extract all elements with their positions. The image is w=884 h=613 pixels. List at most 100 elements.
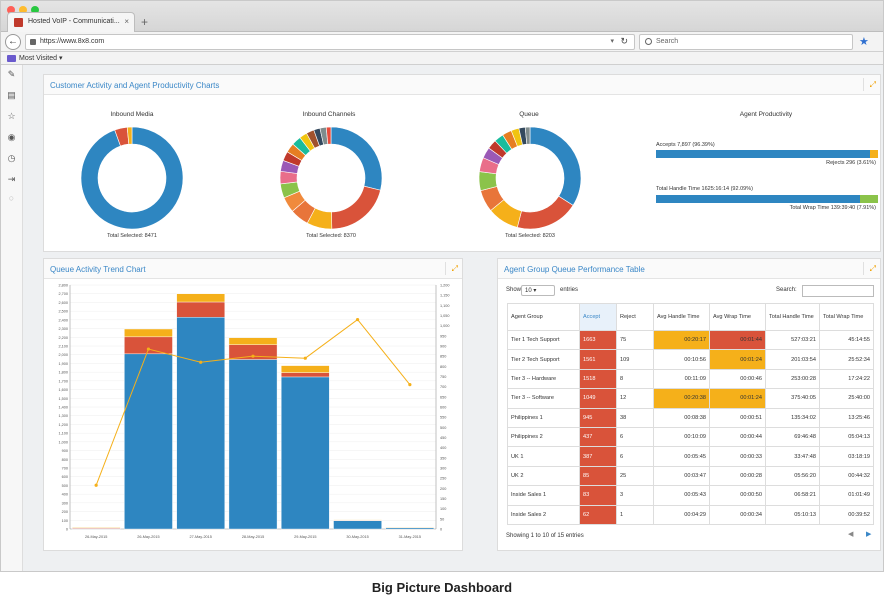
table-row[interactable]: Inside Sales 2 62 1 00:04:29 00:00:34 05:10:1… <box>507 504 874 525</box>
queue-trend-panel: Queue Activity Trend Chart ⤢ 0 100 200 300 4… <box>43 258 463 551</box>
bar-segment[interactable] <box>228 337 278 345</box>
bar-segment[interactable] <box>124 353 173 530</box>
column-header[interactable]: Total Handle Time <box>765 303 820 331</box>
y-tick-left: 1,800 <box>58 371 68 375</box>
bar-segment[interactable] <box>333 519 382 521</box>
donut-slice[interactable] <box>524 126 531 145</box>
expand-icon[interactable]: ⤢ <box>445 262 458 275</box>
back-arrow-icon[interactable]: ← <box>5 34 21 50</box>
bar-segment[interactable] <box>176 317 225 530</box>
table-cell: 00:20:17 <box>653 329 710 351</box>
bar-segment[interactable] <box>124 328 173 338</box>
x-tick-label: 28-May-2015 <box>242 535 264 539</box>
bar-segment[interactable] <box>281 365 330 373</box>
trend-point[interactable] <box>199 360 203 364</box>
bar-segment[interactable] <box>228 359 278 530</box>
table-row[interactable]: Tier 1 Tech Support 1663 75 00:20:17 00:01:4… <box>507 329 874 351</box>
logout-icon[interactable]: ⇥ <box>7 174 16 184</box>
next-page-icon[interactable]: ▶ <box>866 531 872 538</box>
clock-icon[interactable]: ◷ <box>7 153 16 163</box>
bar-segment[interactable] <box>71 526 121 529</box>
eye-icon[interactable]: ◉ <box>7 132 16 142</box>
entries-length-select[interactable]: 10 ▾ <box>521 285 555 296</box>
trend-point[interactable] <box>146 347 151 351</box>
edit-icon[interactable]: ✎ <box>7 69 16 79</box>
donut-slice[interactable] <box>330 126 383 191</box>
close-window-icon[interactable] <box>7 6 15 14</box>
url-dropdown-icon[interactable]: ▾ <box>610 38 614 45</box>
new-tab-icon[interactable]: + <box>141 15 149 29</box>
browser-tab[interactable]: Hosted VoIP - Communicati... × <box>7 12 135 32</box>
donut-slice[interactable] <box>529 126 582 206</box>
bar-segment[interactable] <box>176 293 225 303</box>
zoom-window-icon[interactable] <box>31 6 39 14</box>
table-cell: Tier 2 Tech Support <box>507 349 580 370</box>
trend-point[interactable] <box>303 356 307 360</box>
dashboard-content: Customer Activity and Agent Productivity… <box>23 65 883 571</box>
rejects-bar-fill <box>869 150 878 158</box>
queue-performance-panel-title: Agent Group Queue Performance Table ⤢ <box>498 259 880 279</box>
table-cell: 00:03:47 <box>653 465 710 487</box>
donut-slice[interactable] <box>126 126 133 145</box>
table-cell: 375:40:05 <box>765 388 820 409</box>
table-row[interactable]: UK 1 387 6 00:05:45 00:00:33 33:47:48 03:18:19 <box>507 446 874 467</box>
y-tick-right: 800 <box>440 365 446 369</box>
column-header[interactable]: Avg Handle Time <box>653 303 710 331</box>
donut-slice[interactable] <box>516 195 574 230</box>
show-label: Show <box>506 287 522 293</box>
donut-slice[interactable] <box>80 126 184 230</box>
column-header[interactable]: Reject <box>616 303 654 331</box>
panel-title-text: Queue Activity Trend Chart <box>50 265 146 274</box>
y-tick-left: 500 <box>62 484 68 488</box>
bar-segment[interactable] <box>281 372 330 378</box>
star-icon[interactable]: ☆ <box>7 111 16 121</box>
table-row[interactable]: Tier 3 -- Software 1049 12 00:20:38 00:01:24… <box>507 388 874 409</box>
table-row[interactable]: Inside Sales 1 83 3 00:05:43 00:00:50 06:58:2… <box>507 485 874 506</box>
y-tick-left: 2,000 <box>58 353 68 357</box>
tab-bar: Hosted VoIP - Communicati... × + <box>1 1 883 32</box>
table-cell: 1663 <box>579 329 617 351</box>
bar-segment[interactable] <box>333 520 382 530</box>
trend-point[interactable] <box>94 483 98 487</box>
bar-segment[interactable] <box>385 526 435 528</box>
y-tick-left: 2,100 <box>58 345 68 349</box>
column-header[interactable]: Agent Group <box>507 303 580 331</box>
column-header[interactable]: Avg Wrap Time <box>709 303 766 331</box>
donut-slice[interactable] <box>325 126 332 145</box>
expand-icon[interactable]: ⤢ <box>863 78 876 91</box>
bookmark-star-icon[interactable]: ★ <box>859 36 869 48</box>
reload-icon[interactable]: ↻ <box>620 36 628 46</box>
table-row[interactable]: Tier 2 Tech Support 1561 109 00:10:56 00:01:… <box>507 349 874 370</box>
minimize-window-icon[interactable] <box>19 6 27 14</box>
document-icon[interactable]: ▤ <box>7 90 16 100</box>
search-input[interactable]: Search <box>639 34 853 50</box>
table-row[interactable]: Philippines 1 945 38 00:08:38 00:00:51 135:34… <box>507 407 874 428</box>
table-cell: 69:46:48 <box>765 426 820 448</box>
trend-point[interactable] <box>408 383 412 387</box>
prev-page-icon[interactable]: ◀ <box>848 531 854 538</box>
table-cell: 00:10:56 <box>653 349 710 370</box>
column-header[interactable]: Accept <box>579 303 617 331</box>
table-row[interactable]: Philippines 2 437 6 00:10:09 00:00:44 69:46:4… <box>507 426 874 448</box>
x-tick-label: 30-May-2015 <box>346 535 368 539</box>
table-row[interactable]: UK 2 85 25 00:03:47 00:00:28 05:56:20 00:44:32 <box>507 465 874 487</box>
handle-time-label: Total Handle Time 1625:16:14 (92.09%) <box>656 186 753 192</box>
circle-icon[interactable]: ○ <box>8 193 15 203</box>
tab-close-icon[interactable]: × <box>124 17 129 26</box>
bar-segment[interactable] <box>124 336 173 355</box>
most-visited-bookmark[interactable]: Most Visited ▾ <box>19 55 63 62</box>
expand-icon[interactable]: ⤢ <box>863 262 876 275</box>
table-search-input[interactable] <box>802 285 874 297</box>
bar-segment[interactable] <box>176 301 225 318</box>
column-header[interactable]: Total Wrap Time <box>819 303 874 331</box>
table-row[interactable]: Tier 3 -- Hardware 1518 8 00:11:09 00:00:46 2… <box>507 368 874 390</box>
trend-point[interactable] <box>355 317 360 322</box>
y-tick-left: 2,600 <box>58 301 68 305</box>
trend-point[interactable] <box>251 354 255 358</box>
accepts-label: Accepts 7,897 (96.39%) <box>656 142 715 148</box>
url-bar[interactable]: https://www.8x8.com ▾ ↻ <box>25 34 635 50</box>
donut-slice[interactable] <box>331 185 381 230</box>
bar-segment[interactable] <box>281 376 330 530</box>
panel-title-text: Agent Group Queue Performance Table <box>504 265 645 274</box>
table-cell: 25:40:00 <box>819 388 874 409</box>
